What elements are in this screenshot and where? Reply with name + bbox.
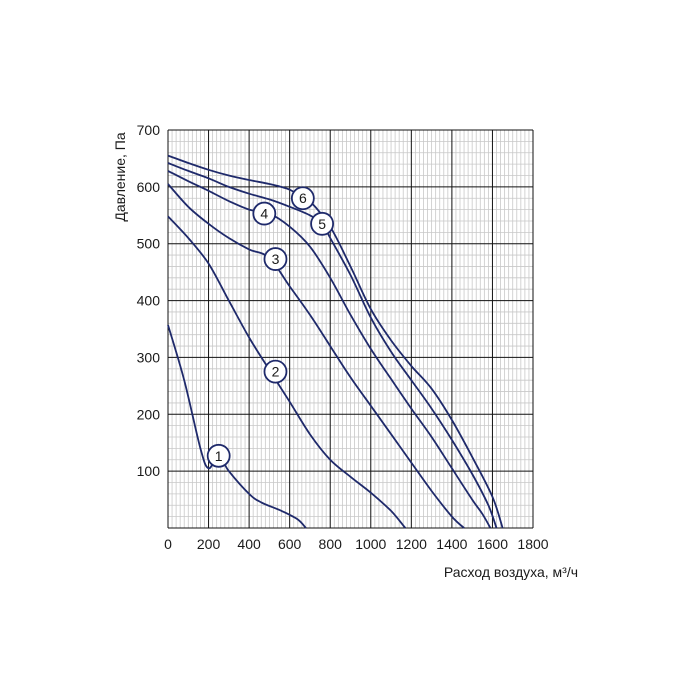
curve-4: [167, 170, 492, 529]
curve-1: [167, 324, 307, 529]
curve-marker-circle: [290, 186, 315, 211]
curve-marker-3: 3: [263, 247, 288, 271]
curve-3: [167, 183, 465, 529]
x-tick-label: 1400: [436, 536, 467, 552]
curve-marker-circle: [263, 359, 288, 384]
x-tick-label: 0: [164, 536, 172, 552]
y-tick-label: 400: [137, 293, 161, 309]
y-tick-label: 300: [137, 349, 161, 365]
curve-marker-label: 2: [272, 364, 280, 380]
x-tick-label: 1800: [517, 536, 548, 552]
curve-marker-label: 5: [318, 216, 326, 232]
x-tick-label: 200: [197, 536, 221, 552]
x-axis-ticks: 0 200 400 600 800 1000 1200 1400 1600 1800: [164, 536, 549, 552]
y-axis-ticks: 100 200 300 400 500 600 700: [137, 122, 161, 479]
y-tick-label: 700: [137, 122, 161, 138]
curve-2: [167, 215, 406, 529]
x-tick-label: 1000: [355, 536, 386, 552]
x-axis-title: Расход воздуха, м³/ч: [444, 564, 578, 580]
x-tick-label: 1200: [396, 536, 427, 552]
y-tick-label: 600: [137, 179, 161, 195]
x-tick-label: 600: [278, 536, 302, 552]
curve-6: [167, 154, 504, 529]
curve-marker-5: 5: [310, 211, 335, 236]
curves: [167, 154, 504, 529]
curve-5: [167, 162, 498, 529]
curve-markers: 1 2 3 4 56: [206, 186, 335, 468]
x-tick-label: 800: [319, 536, 343, 552]
curve-marker-1: 1: [206, 443, 231, 468]
x-tick-label: 400: [237, 536, 261, 552]
x-tick-label: 1600: [477, 536, 508, 552]
curve-marker-label: 4: [260, 206, 268, 222]
y-axis-title: Давление, Па: [112, 132, 128, 222]
curve-marker-circle: [206, 443, 231, 468]
curve-marker-label: 3: [272, 251, 280, 267]
y-tick-label: 200: [137, 406, 161, 422]
curve-marker-4: 4: [252, 201, 277, 226]
curve-marker-6: 6: [290, 186, 315, 211]
curve-marker-circle: [252, 201, 277, 226]
curve-marker-circle: [310, 211, 335, 236]
y-tick-label: 500: [137, 236, 161, 252]
curve-marker-circle: [263, 247, 288, 271]
y-tick-label: 100: [137, 463, 161, 479]
curve-marker-label: 6: [299, 190, 307, 206]
curve-marker-label: 1: [215, 448, 223, 464]
curve-marker-2: 2: [263, 359, 288, 384]
